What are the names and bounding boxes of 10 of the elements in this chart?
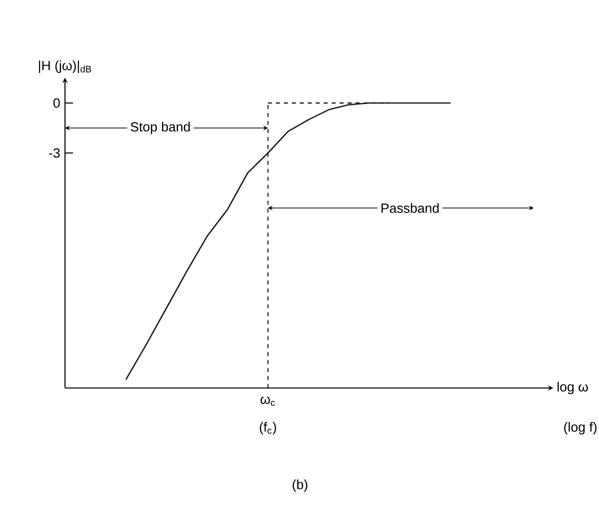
- text: (b): [292, 479, 308, 492]
- annotation: Passband: [382, 203, 439, 213]
- text: (f$_{c}$): [260, 422, 276, 434]
- y-axis-title: |H (jω)|$_{dB}$: [38, 60, 92, 73]
- y-tick-label: -3: [49, 148, 60, 158]
- annotation: Stop band: [130, 122, 190, 134]
- x-axis-title: log ω: [558, 382, 588, 394]
- x-tick-label: ω$_{c}$: [260, 396, 275, 406]
- text: (log f): [564, 422, 596, 434]
- y-tick-label: 0: [53, 98, 60, 108]
